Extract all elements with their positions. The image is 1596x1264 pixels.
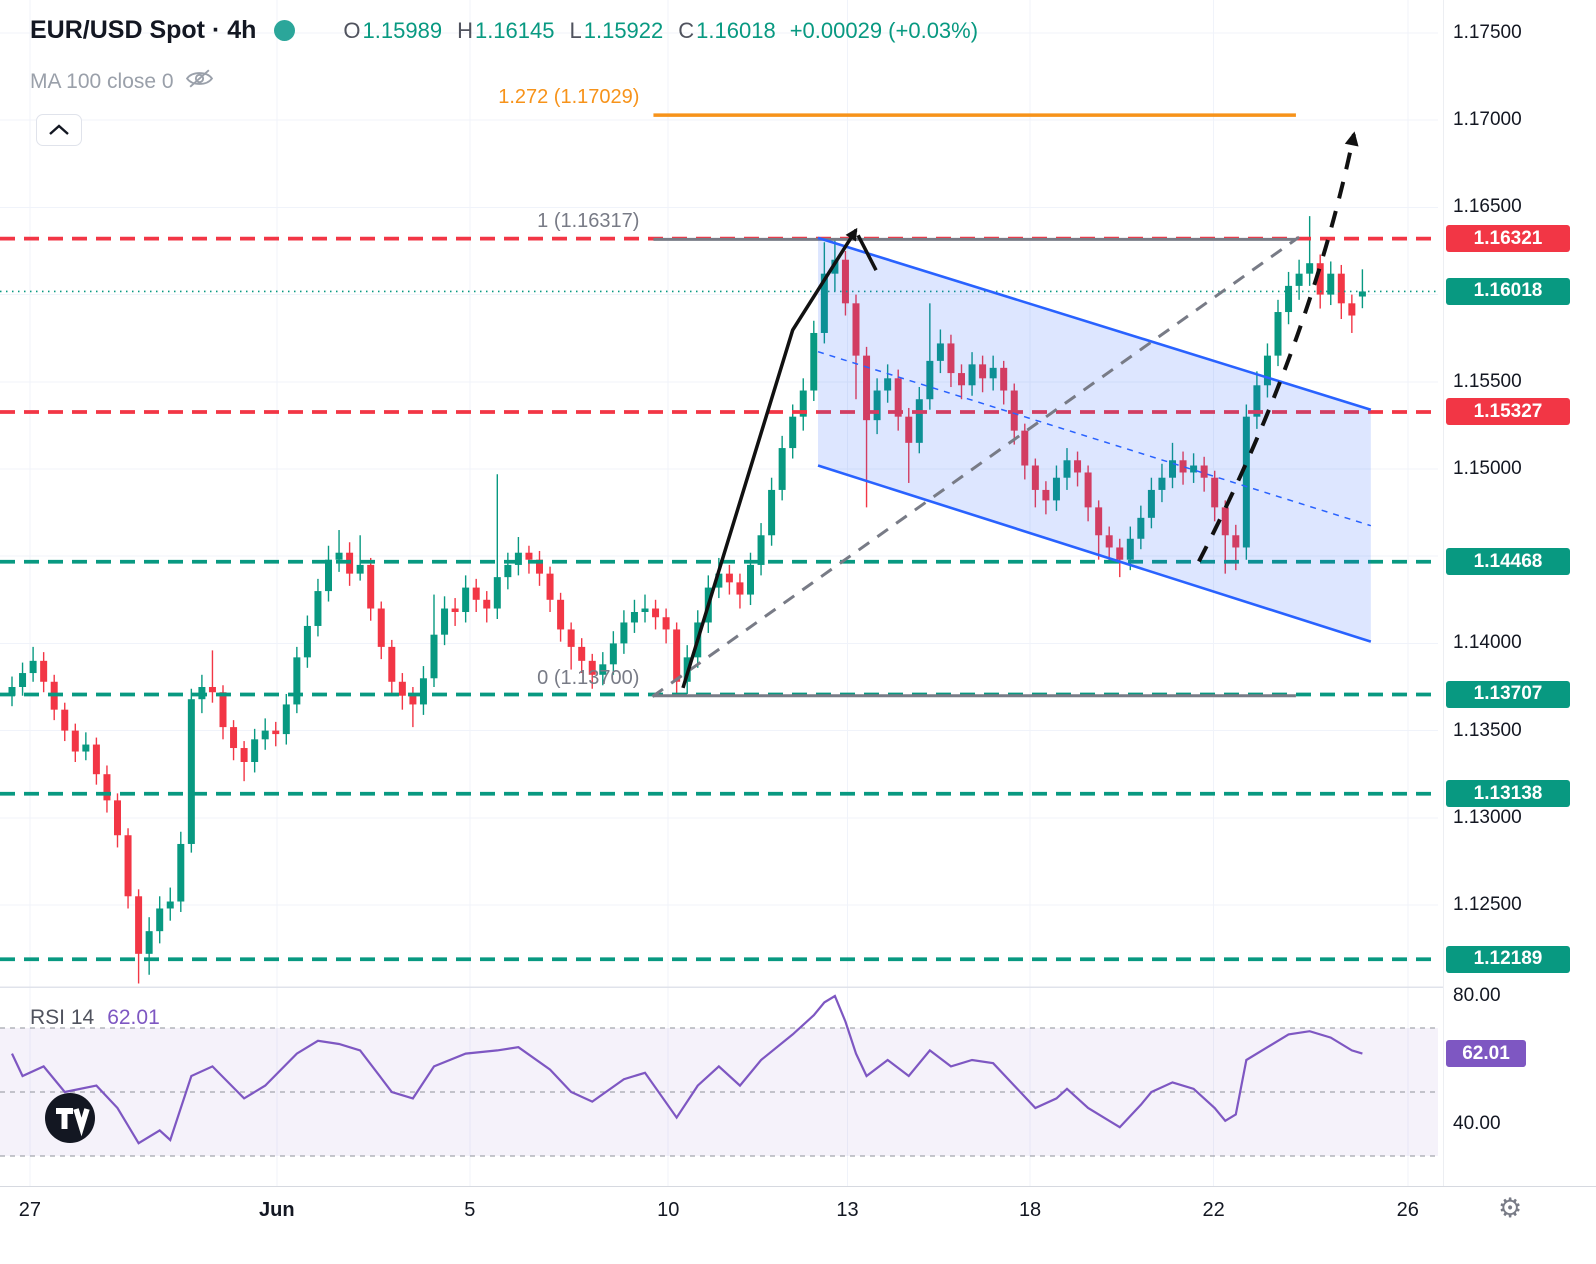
close-value: 1.16018 [696,17,776,43]
time-axis[interactable]: ⚙ 27 Jun 5 10 13 18 22 26 [0,1186,1596,1264]
time-axis-label: 18 [1018,1199,1042,1221]
time-axis-label: Jun [259,1199,295,1221]
time-axis-label: 22 [1202,1199,1225,1221]
price-badge[interactable]: 1.13707 [1446,680,1570,708]
high-label: H [457,17,473,43]
price-axis-tick: 1.14000 [1453,632,1522,654]
collapse-legend-button[interactable] [36,114,82,146]
price-axis-tick: 1.13000 [1453,806,1522,828]
low-label: L [569,17,582,43]
high-value: 1.16145 [474,17,555,43]
time-axis-label: 10 [657,1199,680,1221]
tradingview-logo[interactable] [44,1092,96,1144]
price-axis-tick: 1.13500 [1453,719,1522,741]
price-axis-tick: 1.17000 [1453,109,1522,131]
price-badge[interactable]: 1.15327 [1446,398,1570,426]
ohlc-readout: O 1.15989 H 1.16145 L 1.15922 C 1.16018 … [343,18,978,44]
time-axis-label: 13 [836,1199,859,1221]
eye-off-icon[interactable] [185,68,213,95]
price-axis-tick: 1.16500 [1453,196,1522,218]
time-axis-label: 5 [464,1199,476,1221]
price-badge[interactable]: 1.16321 [1446,225,1570,253]
fib-level-label: 0 (1.13700) [537,666,640,689]
open-label: O [343,17,361,43]
symbol-title[interactable]: EUR/USD Spot · 4h [30,16,257,44]
open-value: 1.15989 [362,17,443,43]
ma-indicator-label[interactable]: MA 100 close 0 [30,69,174,93]
chevron-up-icon [49,124,69,135]
price-axis-tick: 1.17500 [1453,22,1522,43]
indicator-legend[interactable]: MA 100 close 0 [30,68,213,95]
price-axis-tick: 1.15000 [1453,458,1522,479]
settings-gear-icon[interactable]: ⚙ [1498,1193,1523,1223]
price-badge[interactable]: 1.14468 [1446,548,1570,576]
rsi-value: 62.01 [107,1006,160,1029]
change-value: +0.00029 (+0.03%) [789,17,979,43]
time-axis-label: 26 [1396,1199,1419,1221]
low-value: 1.15922 [583,17,664,43]
price-badge[interactable]: 1.13138 [1446,780,1570,808]
chart-legend: EUR/USD Spot · 4h O 1.15989 H 1.16145 L … [30,16,978,45]
close-label: C [678,17,695,43]
price-axis[interactable]: 1.17500 1.17000 1.16500 1.15500 1.15000 1.140… [1443,0,1596,1186]
price-badge[interactable]: 1.16018 [1446,277,1570,305]
fib-level-label: 1 (1.16317) [537,210,640,233]
price-axis-tick: 1.15500 [1453,370,1522,392]
fib-level-label: 1.272 (1.17029) [498,86,640,109]
price-axis-tick: 1.12500 [1453,894,1522,915]
market-status-dot [274,20,296,41]
rsi-label: RSI 14 [30,1006,95,1029]
rsi-legend[interactable]: RSI 14 62.01 [30,1006,160,1030]
price-axis-tick: 80.00 [1453,985,1501,1006]
price-axis-tick: 40.00 [1453,1113,1501,1134]
time-axis-label: 27 [18,1199,42,1221]
price-badge[interactable]: 1.12189 [1446,945,1570,973]
price-badge[interactable]: 62.01 [1446,1040,1526,1068]
